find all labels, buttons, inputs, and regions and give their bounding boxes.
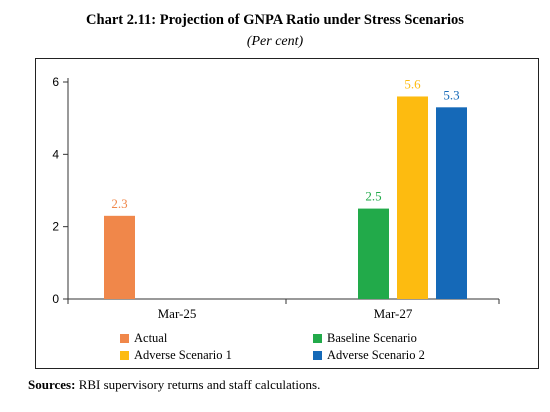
source-note: Sources: RBI supervisory returns and sta… [28, 377, 320, 393]
legend-swatch-baseline [313, 334, 322, 343]
bar-adverse-scenario-2-mar-27 [436, 107, 467, 299]
data-label-adverse-scenario-2: 5.3 [443, 87, 459, 102]
y-tick-label-0: 0 [52, 292, 59, 306]
legend-item-actual: Actual [120, 331, 167, 346]
data-label-actual: 2.3 [111, 196, 127, 211]
data-label-baseline-scenario: 2.5 [365, 189, 381, 204]
data-label-adverse-scenario-1: 5.6 [404, 76, 421, 91]
legend-label-baseline: Baseline Scenario [327, 331, 417, 345]
legend-label-adverse-2: Adverse Scenario 2 [327, 348, 425, 362]
legend-swatch-adverse-2 [313, 351, 322, 360]
bar-baseline-scenario-mar-27 [358, 208, 389, 299]
source-label: Sources: [28, 377, 76, 392]
x-tick-label-mar-27: Mar-27 [374, 306, 413, 321]
chart-title: Chart 2.11: Projection of GNPA Ratio und… [86, 12, 464, 28]
source-text: RBI supervisory returns and staff calcul… [78, 377, 321, 392]
y-tick-label-4: 4 [52, 147, 59, 161]
legend-label-adverse-1: Adverse Scenario 1 [134, 348, 232, 362]
y-tick-label-2: 2 [52, 220, 59, 234]
chart-frame [35, 58, 539, 369]
legend-item-adverse-1: Adverse Scenario 1 [120, 348, 232, 363]
legend-item-baseline: Baseline Scenario [313, 331, 417, 346]
y-tick-label-6: 6 [52, 75, 59, 89]
bar-adverse-scenario-1-mar-27 [397, 96, 428, 299]
x-tick-label-mar-25: Mar-25 [158, 306, 197, 321]
chart-subtitle: (Per cent) [246, 34, 304, 49]
legend-swatch-adverse-1 [120, 351, 129, 360]
bar-actual-mar-25 [104, 215, 135, 299]
legend-label-actual: Actual [134, 331, 168, 345]
legend-item-adverse-2: Adverse Scenario 2 [313, 348, 425, 363]
legend-swatch-actual [120, 334, 129, 343]
